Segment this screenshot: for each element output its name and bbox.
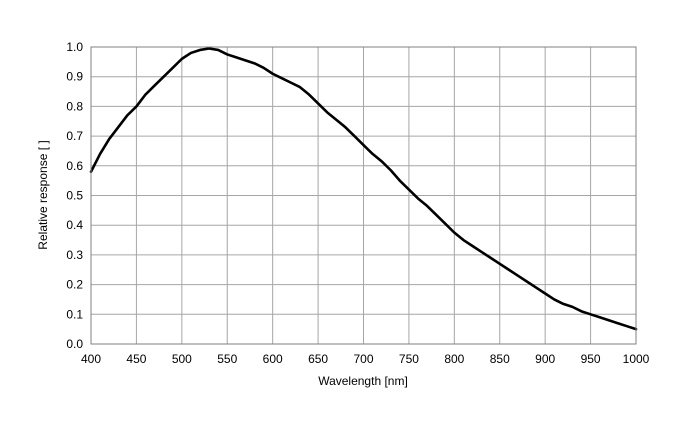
x-tick-label: 850	[490, 352, 510, 366]
y-tick-label: 0.9	[66, 70, 83, 84]
x-axis-label: Wavelength [nm]	[318, 374, 408, 388]
x-tick-label: 550	[217, 352, 237, 366]
y-tick-label: 0.1	[66, 307, 83, 321]
series-group	[89, 47, 638, 331]
x-tick-label: 600	[263, 352, 283, 366]
x-tick-label: 700	[353, 352, 373, 366]
y-tick-label: 0.3	[66, 248, 83, 262]
y-tick-label: 0.7	[66, 129, 83, 143]
y-tick-label: 0.4	[66, 218, 83, 232]
plot-border	[90, 46, 637, 345]
x-tick-label: 950	[581, 352, 601, 366]
x-tick-label: 900	[535, 352, 555, 366]
x-tick-label: 500	[172, 352, 192, 366]
x-tick-label: 650	[308, 352, 328, 366]
y-tick-label: 0.6	[66, 159, 83, 173]
series-line-0	[89, 47, 638, 331]
y-axis-label: Relative response [ ]	[36, 140, 50, 249]
x-tick-label: 1000	[623, 352, 650, 366]
x-tick-label: 800	[444, 352, 464, 366]
y-tick-label: 0.0	[66, 337, 83, 351]
y-axis-ticks: 0.0 0.1 0.2 0.3 0.4 0.5 0.6 0.7 0.8 0.9 1.0	[66, 40, 83, 351]
x-tick-label: 400	[81, 352, 101, 366]
y-tick-label: 0.8	[66, 99, 83, 113]
x-tick-label: 750	[399, 352, 419, 366]
x-axis-ticks: 400 450 500 550 600 650 700 750 800 850 900 950 1000	[81, 352, 650, 366]
y-tick-label: 0.5	[66, 189, 83, 203]
y-tick-label: 1.0	[66, 40, 83, 54]
x-tick-label: 450	[126, 352, 146, 366]
y-tick-label: 0.2	[66, 278, 83, 292]
